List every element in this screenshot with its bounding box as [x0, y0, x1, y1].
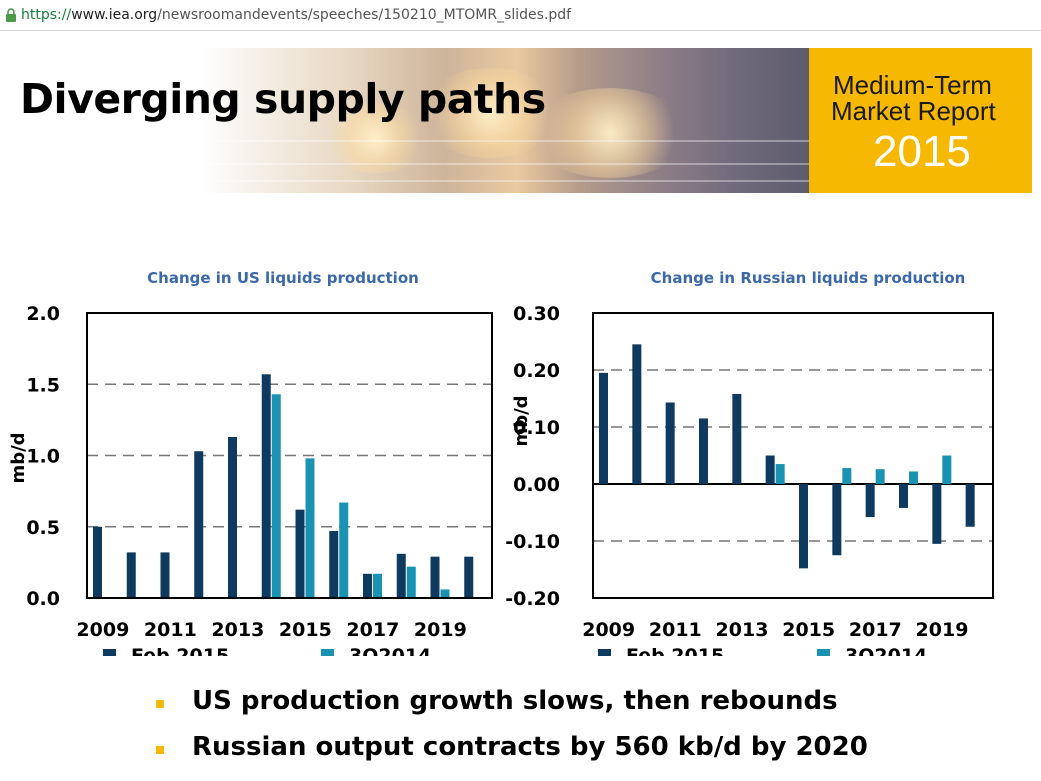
y-tick-label: 1.0: [26, 446, 60, 468]
bar: [228, 436, 237, 598]
bar: [363, 573, 372, 598]
bar: [732, 393, 742, 484]
x-tick-label: 2009: [76, 619, 129, 641]
bar: [942, 455, 952, 484]
bar: [599, 372, 608, 484]
bar: [832, 484, 842, 556]
legend-label: Feb 2015: [626, 645, 724, 656]
bar: [396, 553, 406, 598]
bar: [932, 484, 942, 544]
legend-swatch: [321, 649, 334, 656]
x-tick-label: 2017: [346, 619, 399, 641]
legend-swatch: [598, 649, 611, 656]
legend-swatch: [103, 649, 116, 656]
y-tick-label: 0.10: [513, 417, 560, 439]
bar: [430, 556, 440, 598]
x-tick-label: 2013: [211, 619, 264, 641]
badge-line-1: Medium-Term: [833, 70, 992, 100]
bar: [271, 394, 281, 598]
url-scheme: https://: [21, 7, 72, 23]
y-tick-label: 0.30: [513, 303, 560, 325]
y-axis-label: mb/d: [8, 432, 29, 483]
russia-production-chart: Change in Russian liquids production -0.2…: [505, 269, 994, 656]
bar: [865, 484, 875, 518]
report-badge: Medium-Term Market Report 2015: [809, 48, 1032, 193]
legend-swatch: [817, 649, 830, 656]
bar: [665, 402, 675, 484]
bar: [440, 589, 450, 598]
bar: [295, 509, 305, 598]
bullet-marker: [156, 746, 164, 754]
bar: [160, 552, 170, 598]
us-production-chart: Change in US liquids production 0.0 0.5 1.0…: [8, 269, 493, 656]
x-tick-label: 2009: [582, 619, 635, 641]
plot-frame: [86, 312, 493, 599]
bar: [194, 451, 204, 598]
pdf-slide: Diverging supply paths Medium-Term Marke…: [0, 31, 1041, 781]
bar: [699, 418, 708, 484]
x-tick-label: 2019: [414, 619, 467, 641]
badge-year: 2015: [873, 127, 971, 176]
bar: [261, 374, 271, 598]
lock-icon: [6, 8, 16, 22]
url-path: /newsroomandevents/speeches/150210_MTOMR…: [157, 7, 572, 23]
browser-address-bar[interactable]: https://www.iea.org/newsroomandevents/sp…: [0, 0, 1041, 31]
x-tick-label: 2013: [716, 619, 769, 641]
x-tick-label: 2015: [279, 619, 332, 641]
y-tick-label: -0.20: [505, 588, 560, 610]
bar: [373, 573, 382, 598]
bar: [765, 455, 775, 484]
y-tick-label: 0.5: [26, 517, 60, 539]
y-tick-label: 1.5: [26, 374, 60, 396]
y-tick-label: 0.0: [26, 588, 60, 610]
legend-label: 3Q2014: [349, 645, 431, 656]
legend-label: Feb 2015: [131, 645, 229, 656]
plot-frame: [592, 312, 994, 599]
banner-image: [200, 48, 810, 193]
bullet-marker: [156, 700, 164, 708]
x-tick-label: 2015: [782, 619, 835, 641]
y-axis-label: mb/d: [511, 395, 532, 446]
x-tick-label: 2017: [849, 619, 902, 641]
y-tick-label: 2.0: [26, 303, 60, 325]
bar: [842, 468, 852, 484]
bar: [799, 484, 808, 569]
y-tick-label: 0.20: [513, 360, 560, 382]
x-tick-label: 2019: [916, 619, 969, 641]
bar: [965, 484, 975, 527]
bar: [632, 344, 642, 484]
bullet-text: US production growth slows, then rebound…: [192, 686, 838, 716]
badge-line-2: Market Report: [831, 96, 996, 126]
x-tick-label: 2011: [144, 619, 197, 641]
bar: [875, 469, 885, 484]
url-text[interactable]: https://www.iea.org/newsroomandevents/sp…: [21, 7, 571, 23]
bar: [899, 484, 908, 508]
bar: [329, 531, 339, 598]
y-tick-label: -0.10: [505, 531, 560, 553]
bar: [909, 471, 918, 484]
chart-title: Change in Russian liquids production: [651, 269, 966, 287]
bar: [93, 526, 102, 598]
bullet-text: Russian output contracts by 560 kb/d by …: [192, 732, 868, 762]
x-tick-label: 2011: [649, 619, 702, 641]
bar: [126, 552, 136, 598]
legend-label: 3Q2014: [845, 645, 927, 656]
y-tick-label: 0.00: [513, 474, 560, 496]
bar: [464, 556, 474, 598]
chart-title: Change in US liquids production: [147, 269, 419, 287]
bar: [339, 502, 349, 598]
url-host: www.iea.org: [71, 7, 158, 23]
slide-title: Diverging supply paths: [20, 75, 546, 123]
bar: [775, 464, 785, 484]
bar: [406, 566, 416, 598]
bar: [305, 458, 315, 598]
